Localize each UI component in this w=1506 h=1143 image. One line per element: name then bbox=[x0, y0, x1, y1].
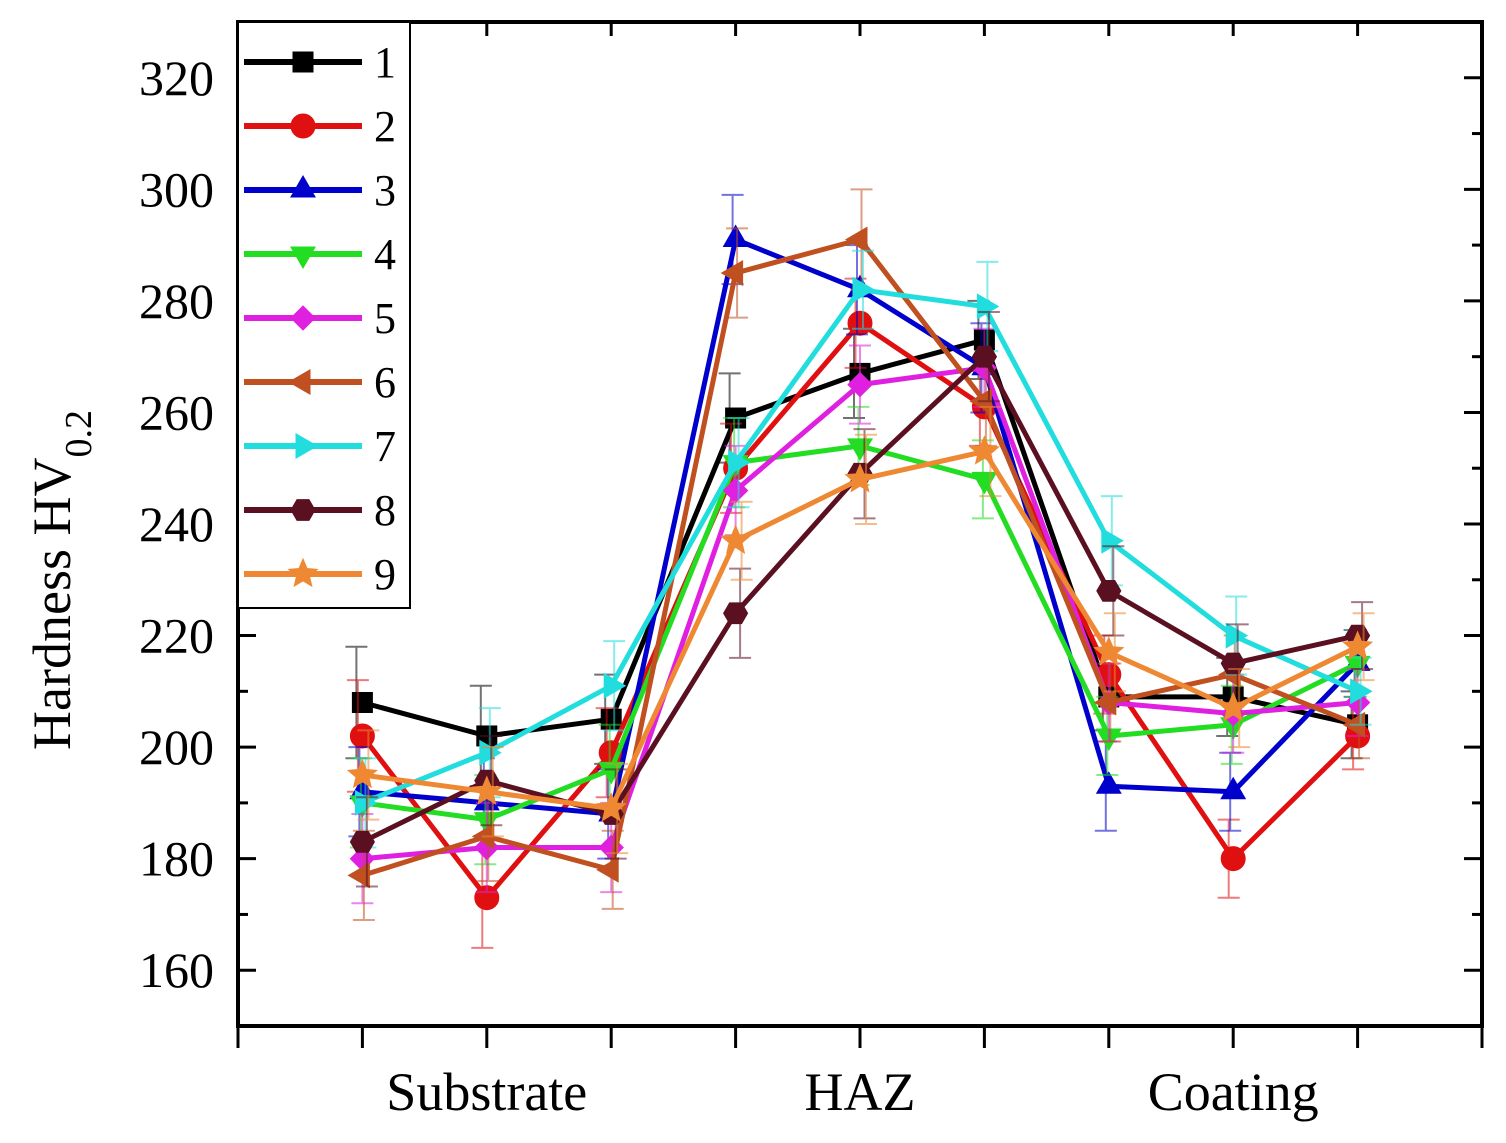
data-point bbox=[596, 856, 619, 883]
legend-item-6: 6 bbox=[244, 358, 396, 407]
legend-label: 3 bbox=[374, 166, 396, 215]
data-point bbox=[1220, 776, 1247, 800]
y-tick-label: 260 bbox=[139, 384, 214, 440]
data-point bbox=[722, 224, 749, 247]
legend-item-2: 2 bbox=[244, 102, 396, 151]
data-point bbox=[1093, 636, 1125, 666]
x-axis-ticks bbox=[236, 22, 1484, 1048]
y-tick-label: 300 bbox=[139, 161, 214, 217]
y-axis-ticks: 160 180 200 220 240 260 280 300 320 bbox=[139, 20, 1482, 1028]
x-category-label: Substrate bbox=[386, 1062, 587, 1122]
legend-item-8: 8 bbox=[244, 486, 396, 535]
data-point bbox=[349, 723, 375, 749]
data-point bbox=[720, 524, 752, 554]
data-point bbox=[471, 775, 503, 805]
y-tick-label: 160 bbox=[139, 942, 214, 998]
series-9 bbox=[346, 405, 1375, 855]
legend-item-1: 1 bbox=[244, 38, 396, 87]
y-tick-label: 320 bbox=[139, 50, 214, 106]
data-point bbox=[1220, 846, 1246, 872]
legend: 1 2 3 4 5 6 7 8 9 bbox=[237, 21, 411, 609]
legend-label: 6 bbox=[374, 358, 396, 407]
series-6 bbox=[347, 188, 1371, 922]
data-point bbox=[723, 602, 749, 625]
legend-item-9: 9 bbox=[244, 550, 396, 599]
legend-label: 7 bbox=[374, 422, 396, 471]
y-tick-label: 180 bbox=[139, 831, 214, 887]
y-axis-title-subscript: 0.2 bbox=[58, 410, 100, 458]
series-8 bbox=[349, 311, 1374, 888]
data-point bbox=[1093, 689, 1117, 716]
data-point bbox=[1350, 678, 1373, 705]
y-axis-title: Hardness HV0.2 bbox=[22, 410, 100, 750]
data-point bbox=[847, 371, 873, 398]
legend-marker bbox=[295, 433, 319, 459]
series-5 bbox=[349, 327, 1371, 905]
data-point bbox=[603, 672, 627, 699]
y-tick-label: 280 bbox=[139, 273, 214, 329]
legend-label: 1 bbox=[374, 38, 396, 87]
series-line bbox=[362, 443, 1359, 823]
y-tick-label: 200 bbox=[139, 719, 214, 775]
series-layer bbox=[345, 188, 1375, 949]
data-point bbox=[845, 226, 868, 253]
legend-label: 4 bbox=[374, 230, 396, 279]
legend-item-7: 7 bbox=[244, 422, 396, 471]
data-point bbox=[968, 435, 1000, 465]
data-point bbox=[844, 463, 876, 493]
data-point bbox=[595, 792, 627, 822]
legend-marker bbox=[290, 113, 316, 139]
legend-label: 9 bbox=[374, 550, 396, 599]
data-point bbox=[1217, 691, 1249, 722]
legend-marker bbox=[287, 557, 319, 588]
series-line bbox=[362, 449, 1359, 811]
legend-marker bbox=[290, 499, 316, 521]
legend-marker bbox=[290, 174, 316, 198]
legend-label: 5 bbox=[374, 294, 396, 343]
data-point bbox=[1096, 580, 1122, 602]
data-point bbox=[1342, 630, 1374, 660]
legend-marker bbox=[287, 369, 311, 395]
x-category-label: HAZ bbox=[805, 1062, 916, 1122]
legend-item-4: 4 bbox=[244, 230, 396, 279]
legend-label: 2 bbox=[374, 102, 396, 151]
legend-label: 8 bbox=[374, 486, 396, 535]
legend-marker bbox=[290, 305, 316, 331]
data-point bbox=[971, 471, 998, 495]
data-point bbox=[346, 758, 378, 789]
legend-item-3: 3 bbox=[244, 166, 396, 215]
data-point bbox=[847, 310, 873, 336]
data-point bbox=[347, 862, 370, 889]
data-point bbox=[971, 345, 997, 368]
x-category-label: Coating bbox=[1148, 1062, 1319, 1122]
legend-marker bbox=[292, 51, 314, 73]
y-tick-label: 240 bbox=[139, 496, 214, 552]
data-point bbox=[351, 691, 373, 713]
legend-item-5: 5 bbox=[244, 294, 396, 343]
series-7 bbox=[354, 249, 1373, 849]
data-point bbox=[728, 449, 751, 476]
data-point bbox=[852, 276, 875, 303]
data-point bbox=[720, 260, 744, 286]
data-point bbox=[1095, 771, 1122, 794]
y-axis-title-text: Hardness HV0.2 bbox=[22, 410, 100, 750]
y-tick-label: 220 bbox=[139, 608, 214, 664]
x-category-labels: Substrate HAZ Coating bbox=[386, 1062, 1318, 1122]
data-point bbox=[349, 831, 375, 853]
legend-marker bbox=[290, 246, 316, 270]
data-point bbox=[600, 708, 622, 730]
